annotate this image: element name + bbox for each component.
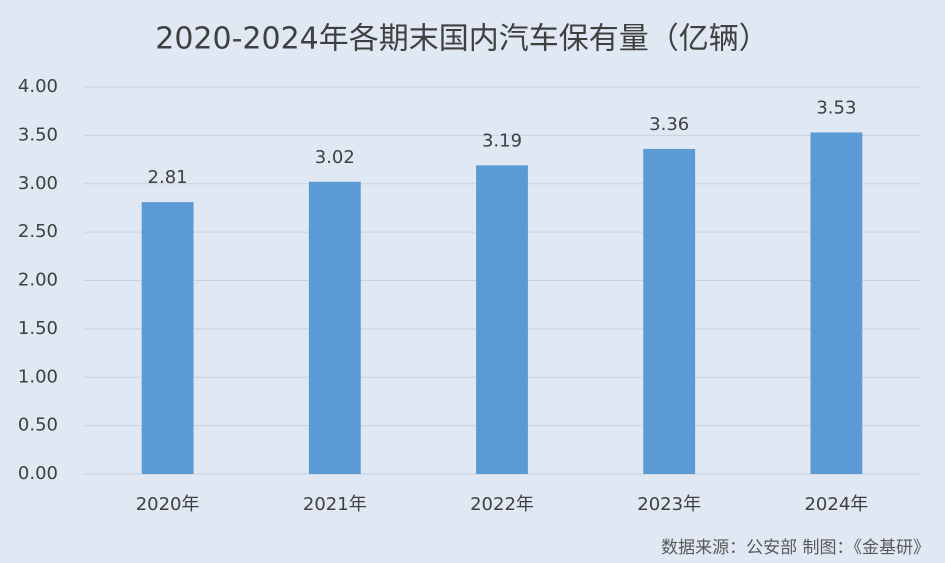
y-tick-label: 0.00: [18, 463, 58, 484]
data-label: 2.81: [148, 167, 188, 188]
bar: [141, 202, 194, 474]
x-tick-label: 2023年: [637, 494, 701, 515]
chart-title: 2020-2024年各期末国内汽车保有量（亿辆）: [155, 22, 769, 57]
data-label: 3.36: [649, 114, 689, 135]
data-label: 3.19: [482, 130, 522, 151]
y-tick-label: 3.50: [18, 124, 58, 145]
data-label: 3.53: [816, 97, 856, 118]
y-tick-label: 1.00: [18, 366, 58, 387]
y-tick-label: 1.50: [18, 318, 58, 339]
x-tick-label: 2024年: [804, 494, 868, 515]
bar: [308, 181, 361, 474]
x-tick-label: 2021年: [303, 494, 367, 515]
y-tick-label: 0.50: [18, 415, 58, 436]
bar: [643, 148, 696, 475]
x-tick-label: 2020年: [136, 494, 200, 515]
y-tick-label: 2.50: [18, 221, 58, 242]
data-label: 3.02: [315, 147, 355, 168]
x-tick-label: 2022年: [470, 494, 534, 515]
source-note: 数据来源：公安部 制图：《金基研》: [661, 538, 930, 558]
y-tick-label: 4.00: [18, 76, 58, 97]
bar: [810, 132, 863, 474]
bar: [476, 165, 528, 474]
y-tick-label: 2.00: [18, 270, 58, 291]
y-tick-label: 3.00: [18, 173, 58, 194]
